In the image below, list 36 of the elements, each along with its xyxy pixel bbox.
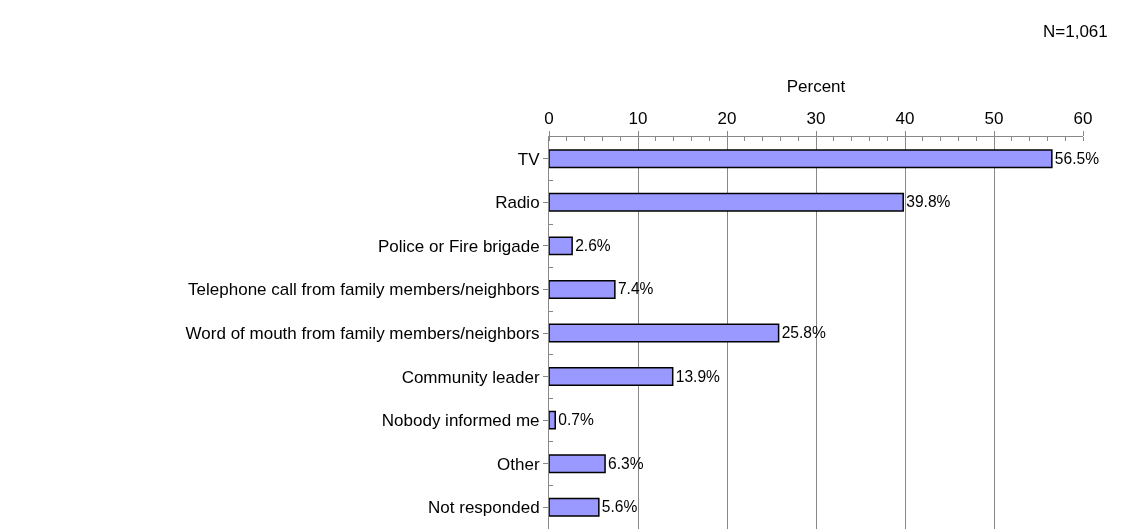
x-tick-label: 10 — [628, 109, 648, 129]
bar — [549, 367, 674, 387]
text: N=1,061 — [1043, 22, 1108, 41]
bar — [549, 410, 556, 430]
bar — [549, 323, 780, 343]
x-tick-label: 0 — [544, 109, 554, 129]
x-axis-title: Percent — [786, 76, 846, 96]
bar — [549, 454, 606, 474]
data-label: 7.4% — [617, 280, 654, 298]
x-tick-label: 20 — [717, 109, 737, 129]
x-tick-label: 40 — [895, 109, 915, 129]
y-tick-label: Radio — [495, 193, 540, 213]
x-tick-label: 50 — [984, 109, 1004, 129]
bar — [549, 236, 573, 256]
data-label: 5.6% — [601, 498, 638, 516]
bar — [549, 497, 600, 517]
y-tick-label: Other — [497, 454, 540, 474]
bar — [549, 279, 616, 299]
y-tick-label: Nobody informed me — [381, 411, 540, 431]
bar — [549, 149, 1053, 169]
y-tick-label: Police or Fire brigade — [378, 236, 540, 256]
y-tick-label: Word of mouth from family members/neighbors — [185, 323, 540, 343]
x-tick-label: 30 — [806, 109, 826, 129]
bar — [549, 192, 904, 212]
x-tick-label: 60 — [1073, 109, 1093, 129]
y-tick-label: TV — [517, 149, 541, 169]
y-tick-label: Not responded — [428, 498, 540, 518]
data-label: 39.8% — [906, 193, 951, 211]
data-label: 13.9% — [675, 367, 721, 385]
y-tick-label: Telephone call from family members/neighbors — [188, 280, 540, 300]
data-label: 2.6% — [575, 236, 611, 254]
data-label: 0.7% — [558, 411, 594, 429]
data-label: 56.5% — [1054, 149, 1100, 167]
y-tick-label: Community leader — [401, 367, 540, 387]
data-label: 6.3% — [608, 454, 644, 472]
data-label: 25.8% — [781, 324, 826, 342]
